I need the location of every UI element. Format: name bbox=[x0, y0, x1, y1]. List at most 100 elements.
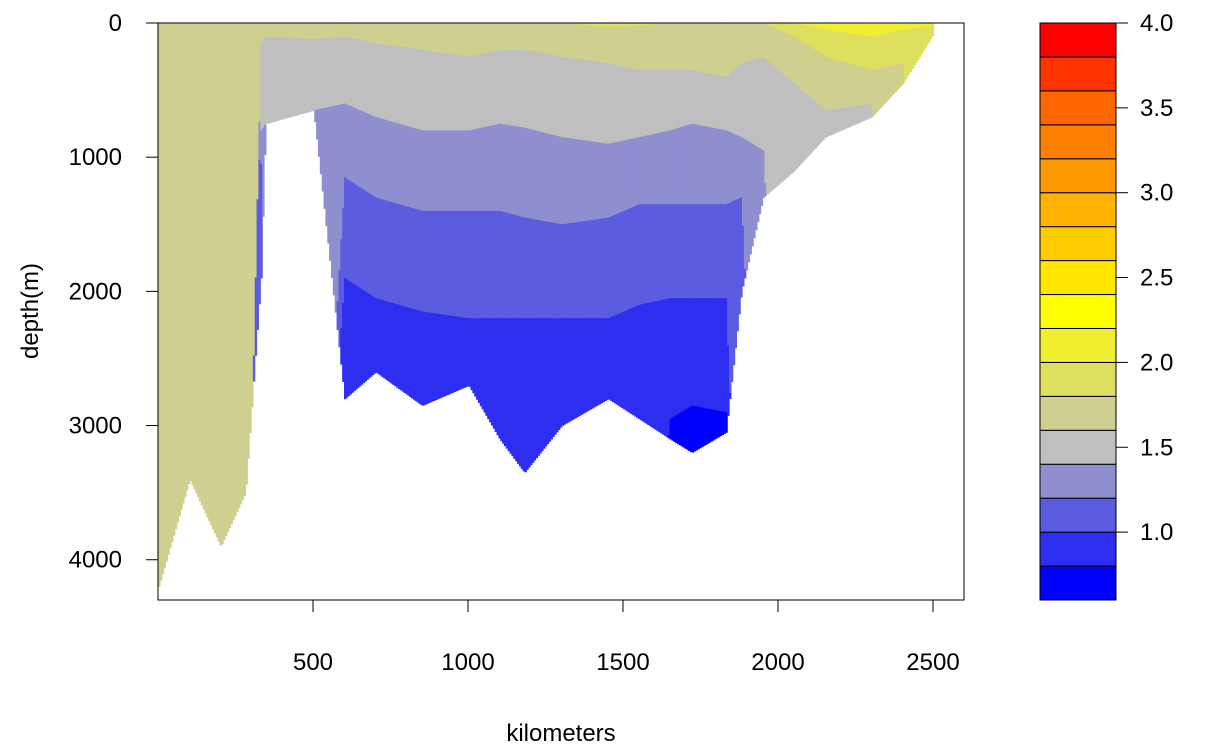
section-cell bbox=[652, 133, 656, 205]
section-cell bbox=[167, 23, 170, 555]
section-cell bbox=[684, 125, 687, 205]
section-cell bbox=[621, 26, 624, 67]
section-cell bbox=[609, 23, 613, 28]
section-cell bbox=[355, 108, 358, 186]
section-cell bbox=[574, 24, 578, 60]
section-cell bbox=[756, 147, 760, 223]
section-cell bbox=[349, 23, 353, 25]
section-cell bbox=[896, 23, 899, 32]
section-cell bbox=[338, 104, 341, 271]
section-cell bbox=[308, 23, 312, 40]
section-cell bbox=[528, 50, 531, 130]
section-cell bbox=[325, 23, 328, 25]
section-cell bbox=[409, 207, 412, 309]
section-cell bbox=[725, 204, 728, 299]
section-cell bbox=[922, 23, 925, 28]
section-cell bbox=[548, 318, 552, 442]
section-cell bbox=[650, 302, 654, 428]
section-cell bbox=[810, 47, 814, 99]
section-cell bbox=[332, 23, 336, 38]
section-cell bbox=[515, 215, 518, 319]
section-cell bbox=[388, 120, 392, 202]
section-cell bbox=[836, 31, 840, 61]
section-cell bbox=[230, 23, 233, 525]
section-cell bbox=[874, 23, 877, 37]
section-cell bbox=[628, 23, 632, 27]
section-cell bbox=[686, 204, 689, 299]
section-cell bbox=[182, 23, 185, 504]
section-cell bbox=[401, 205, 405, 307]
section-cell bbox=[680, 69, 684, 128]
section-cell bbox=[786, 33, 790, 78]
section-cell bbox=[451, 210, 455, 317]
section-cell bbox=[169, 23, 172, 549]
section-cell bbox=[550, 134, 553, 223]
section-cell bbox=[342, 103, 345, 209]
section-cell bbox=[507, 125, 511, 214]
section-cell bbox=[487, 210, 490, 319]
section-cell bbox=[399, 305, 403, 391]
section-cell bbox=[667, 130, 671, 205]
section-cell bbox=[844, 62, 847, 108]
section-cell bbox=[572, 24, 576, 59]
section-cell bbox=[855, 23, 858, 35]
section-cell bbox=[570, 138, 574, 224]
section-cell bbox=[353, 107, 356, 184]
section-cell bbox=[794, 23, 797, 38]
section-cell bbox=[682, 126, 685, 205]
section-cell bbox=[344, 23, 347, 25]
section-cell bbox=[851, 106, 855, 126]
section-cell bbox=[903, 29, 907, 81]
section-cell bbox=[771, 64, 775, 190]
section-cell bbox=[537, 23, 540, 53]
section-cell bbox=[284, 37, 287, 119]
section-cell bbox=[900, 63, 903, 86]
section-cell bbox=[717, 23, 721, 25]
section-cell bbox=[922, 27, 925, 52]
section-cell bbox=[561, 23, 565, 58]
section-cell bbox=[485, 318, 488, 416]
section-cell bbox=[669, 418, 672, 440]
section-cell bbox=[704, 204, 708, 299]
section-cell bbox=[420, 311, 423, 406]
section-cell bbox=[511, 49, 514, 127]
section-cell bbox=[727, 203, 730, 347]
section-cell bbox=[444, 23, 447, 54]
section-cell bbox=[422, 210, 425, 313]
colorbar-swatch bbox=[1039, 463, 1117, 499]
section-cell bbox=[202, 23, 206, 510]
section-cell bbox=[596, 23, 600, 27]
section-cell bbox=[533, 130, 537, 220]
section-cell bbox=[649, 69, 652, 136]
section-cell bbox=[580, 23, 583, 26]
section-cell bbox=[632, 206, 635, 308]
section-cell bbox=[368, 113, 371, 194]
section-cell bbox=[779, 23, 782, 31]
section-cell bbox=[316, 109, 319, 140]
section-cell bbox=[373, 297, 377, 374]
section-cell bbox=[809, 46, 812, 98]
section-cell bbox=[697, 298, 700, 408]
section-cell bbox=[652, 204, 656, 303]
section-cell bbox=[673, 129, 676, 205]
section-cell bbox=[595, 318, 598, 407]
section-cell bbox=[258, 23, 261, 122]
section-cell bbox=[745, 61, 749, 141]
section-cell bbox=[795, 23, 799, 25]
section-cell bbox=[416, 128, 419, 210]
section-cell bbox=[340, 24, 343, 38]
section-cell bbox=[779, 71, 782, 184]
section-cell bbox=[528, 23, 531, 52]
section-cell bbox=[278, 23, 282, 38]
section-cell bbox=[797, 39, 801, 88]
section-cell bbox=[425, 130, 429, 212]
section-cell bbox=[598, 318, 602, 405]
section-cell bbox=[719, 75, 723, 130]
section-cell bbox=[362, 23, 366, 41]
section-cell bbox=[377, 117, 380, 199]
section-cell bbox=[704, 298, 708, 409]
section-cell bbox=[280, 23, 284, 38]
section-cell bbox=[593, 23, 596, 27]
section-cell bbox=[862, 104, 866, 121]
section-cell bbox=[740, 63, 743, 138]
